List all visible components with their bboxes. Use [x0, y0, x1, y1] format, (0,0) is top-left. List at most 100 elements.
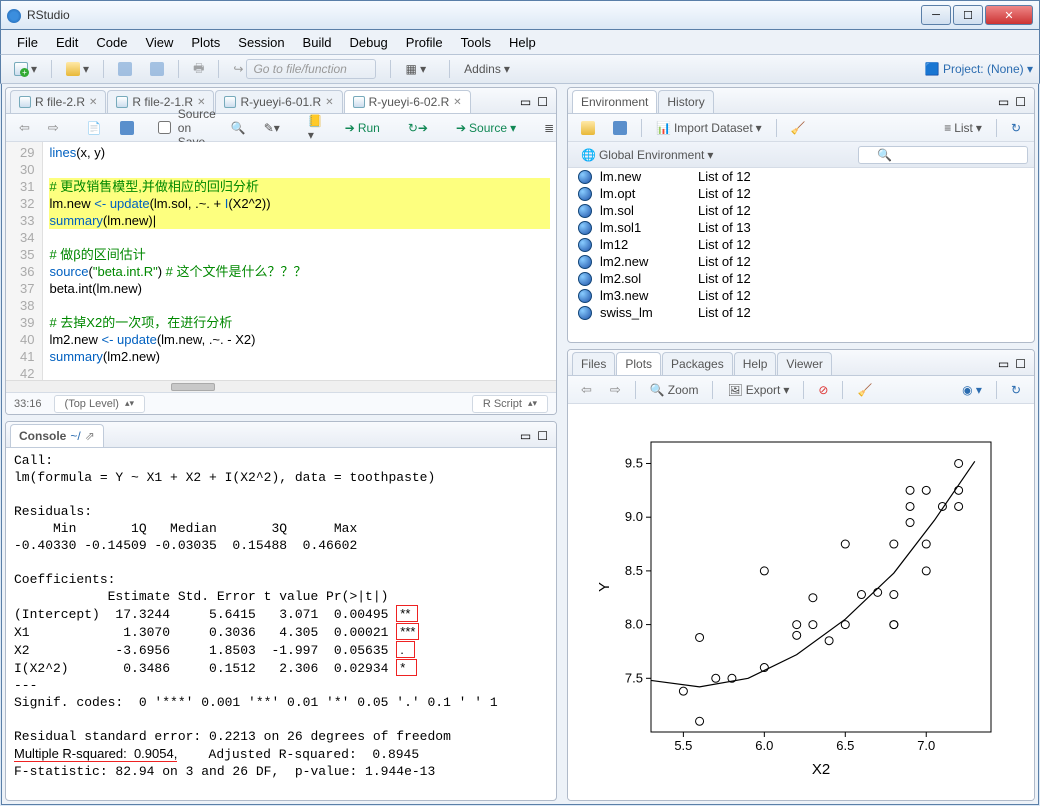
minimize-pane-icon[interactable]: ▭ — [998, 357, 1009, 371]
svg-text:8.0: 8.0 — [625, 617, 643, 632]
plot-tab-help[interactable]: Help — [734, 352, 777, 375]
plot-tabs: FilesPlotsPackagesHelpViewer ▭ ☐ — [568, 350, 1034, 376]
export-button[interactable]: 🖼 Export ▾ — [720, 380, 796, 400]
remove-plot-button[interactable]: ⊘ — [811, 380, 835, 400]
clear-plots-button[interactable]: 🧹 — [850, 380, 879, 400]
console-output[interactable]: Call: lm(formula = Y ~ X1 + X2 + I(X2^2)… — [6, 448, 556, 800]
source-button[interactable]: ➔ Source ▾ — [449, 118, 523, 138]
console-tabs: Console ~/ ⇗ ▭ ☐ — [6, 422, 556, 448]
svg-text:X2: X2 — [812, 761, 830, 778]
env-tab-environment[interactable]: Environment — [572, 90, 657, 113]
publish-button[interactable]: ◉ ▾ — [955, 380, 989, 400]
maximize-pane-icon[interactable]: ☐ — [537, 95, 548, 109]
source-tab[interactable]: R file-2.R ✕ — [10, 90, 106, 113]
source-tab[interactable]: R-yueyi-6-01.R ✕ — [215, 90, 342, 113]
maximize-button[interactable]: ☐ — [953, 5, 983, 25]
save-workspace-button[interactable] — [606, 118, 634, 138]
svg-text:5.5: 5.5 — [674, 738, 692, 753]
env-tabs: EnvironmentHistory ▭ ☐ — [568, 88, 1034, 114]
menu-tools[interactable]: Tools — [453, 32, 499, 53]
env-item[interactable]: lm.solList of 12 — [568, 202, 1034, 219]
save-all-button[interactable] — [143, 59, 171, 79]
menu-plots[interactable]: Plots — [183, 32, 228, 53]
prev-plot-button[interactable]: ⇦ — [574, 379, 599, 401]
editor-status-bar: 33:16 (Top Level) ▴▾ R Script ▴▾ — [6, 392, 556, 414]
env-item[interactable]: lm.sol1List of 13 — [568, 219, 1034, 236]
env-item[interactable]: lm12List of 12 — [568, 236, 1034, 253]
minimize-button[interactable]: ─ — [921, 5, 951, 25]
console-tab[interactable]: Console ~/ ⇗ — [10, 424, 104, 447]
run-button[interactable]: ➔ Run — [338, 118, 387, 138]
forward-button[interactable]: ⇨ — [41, 117, 66, 139]
plot-tab-plots[interactable]: Plots — [616, 352, 661, 375]
import-dataset-button[interactable]: 📊 Import Dataset ▾ — [649, 118, 769, 138]
maximize-pane-icon[interactable]: ☐ — [1015, 357, 1026, 371]
minimize-pane-icon[interactable]: ▭ — [998, 95, 1009, 109]
menu-debug[interactable]: Debug — [341, 32, 395, 53]
svg-text:9.0: 9.0 — [625, 509, 643, 524]
menu-session[interactable]: Session — [230, 32, 292, 53]
env-item[interactable]: lm3.newList of 12 — [568, 287, 1034, 304]
minimize-pane-icon[interactable]: ▭ — [520, 429, 531, 443]
env-scope-button[interactable]: 🌐 Global Environment ▾ — [574, 145, 720, 165]
close-button[interactable]: ✕ — [985, 5, 1033, 25]
knit-button[interactable]: 📒▾ — [301, 111, 330, 145]
wand-button[interactable]: ✎▾ — [257, 118, 287, 138]
addins-menu[interactable]: Addins ▾ — [457, 59, 517, 79]
scope-selector[interactable]: (Top Level) ▴▾ — [54, 395, 145, 413]
env-search-input[interactable]: 🔍 — [858, 146, 1028, 164]
menu-view[interactable]: View — [137, 32, 181, 53]
file-type-selector[interactable]: R Script ▴▾ — [472, 395, 548, 413]
maximize-pane-icon[interactable]: ☐ — [537, 429, 548, 443]
find-button[interactable]: 🔍 — [224, 118, 253, 138]
source-toolbar: ⇦ ⇨ 📄 Source on Save 🔍 ✎▾ 📒▾ ➔ Run ↻➔ ➔ … — [6, 114, 556, 142]
project-menu[interactable]: 🟦 Project: (None) ▾ — [925, 62, 1033, 76]
save-button[interactable] — [111, 59, 139, 79]
env-item[interactable]: lm.newList of 12 — [568, 168, 1034, 185]
menu-profile[interactable]: Profile — [398, 32, 451, 53]
code-editor[interactable]: 293031323334353637383940414243444546 lin… — [6, 142, 556, 380]
refresh-button[interactable]: ↻ — [1004, 118, 1028, 138]
menu-file[interactable]: File — [9, 32, 46, 53]
open-file-button[interactable]: ▾ — [59, 59, 96, 79]
view-mode-button[interactable]: ≡ List ▾ — [937, 118, 989, 138]
title-bar: RStudio ─ ☐ ✕ — [0, 0, 1040, 30]
env-item[interactable]: lm2.solList of 12 — [568, 270, 1034, 287]
source-tab[interactable]: R-yueyi-6-02.R ✕ — [344, 90, 471, 113]
env-toolbar: 📊 Import Dataset ▾ 🧹 ≡ List ▾ ↻ — [568, 114, 1034, 142]
plot-tab-viewer[interactable]: Viewer — [777, 352, 831, 375]
env-item[interactable]: lm2.newList of 12 — [568, 253, 1034, 270]
zoom-button[interactable]: 🔍 Zoom — [643, 380, 706, 400]
plots-toolbar: ⇦ ⇨ 🔍 Zoom 🖼 Export ▾ ⊘ 🧹 ◉ ▾ ↻ — [568, 376, 1034, 404]
plot-tab-packages[interactable]: Packages — [662, 352, 733, 375]
grid-button[interactable]: ▦ ▾ — [398, 59, 433, 79]
load-workspace-button[interactable] — [574, 118, 602, 138]
source-on-save-checkbox[interactable] — [158, 121, 171, 134]
menu-help[interactable]: Help — [501, 32, 544, 53]
svg-text:Y: Y — [596, 582, 613, 592]
menu-build[interactable]: Build — [295, 32, 340, 53]
outline-button[interactable]: ≣ — [537, 118, 557, 138]
minimize-pane-icon[interactable]: ▭ — [520, 95, 531, 109]
show-in-new-window-icon[interactable]: 📄 — [80, 118, 109, 138]
print-button[interactable]: 🖶 — [186, 56, 211, 83]
main-toolbar: + ▾ ▾ 🖶 ↪ Go to file/function ▦ ▾ Addins… — [0, 54, 1040, 84]
clear-workspace-button[interactable]: 🧹 — [784, 118, 813, 138]
svg-text:9.5: 9.5 — [625, 455, 643, 470]
new-file-button[interactable]: + ▾ — [7, 59, 44, 79]
save-button[interactable] — [113, 118, 141, 138]
plot-tab-files[interactable]: Files — [572, 352, 615, 375]
refresh-plot-button[interactable]: ↻ — [1004, 380, 1028, 400]
env-item[interactable]: lm.optList of 12 — [568, 185, 1034, 202]
back-button[interactable]: ⇦ — [12, 117, 37, 139]
maximize-pane-icon[interactable]: ☐ — [1015, 95, 1026, 109]
rerun-button[interactable]: ↻➔ — [401, 118, 435, 138]
env-item[interactable]: swiss_lmList of 12 — [568, 304, 1034, 321]
menu-code[interactable]: Code — [88, 32, 135, 53]
menu-edit[interactable]: Edit — [48, 32, 86, 53]
environment-list: lm.newList of 12lm.optList of 12lm.solLi… — [568, 168, 1034, 342]
plot-viewport: 5.56.06.57.07.58.08.59.09.5X2Y — [568, 404, 1034, 800]
env-tab-history[interactable]: History — [658, 90, 713, 113]
goto-file-input[interactable]: ↪ Go to file/function — [226, 56, 383, 82]
next-plot-button[interactable]: ⇨ — [603, 379, 628, 401]
